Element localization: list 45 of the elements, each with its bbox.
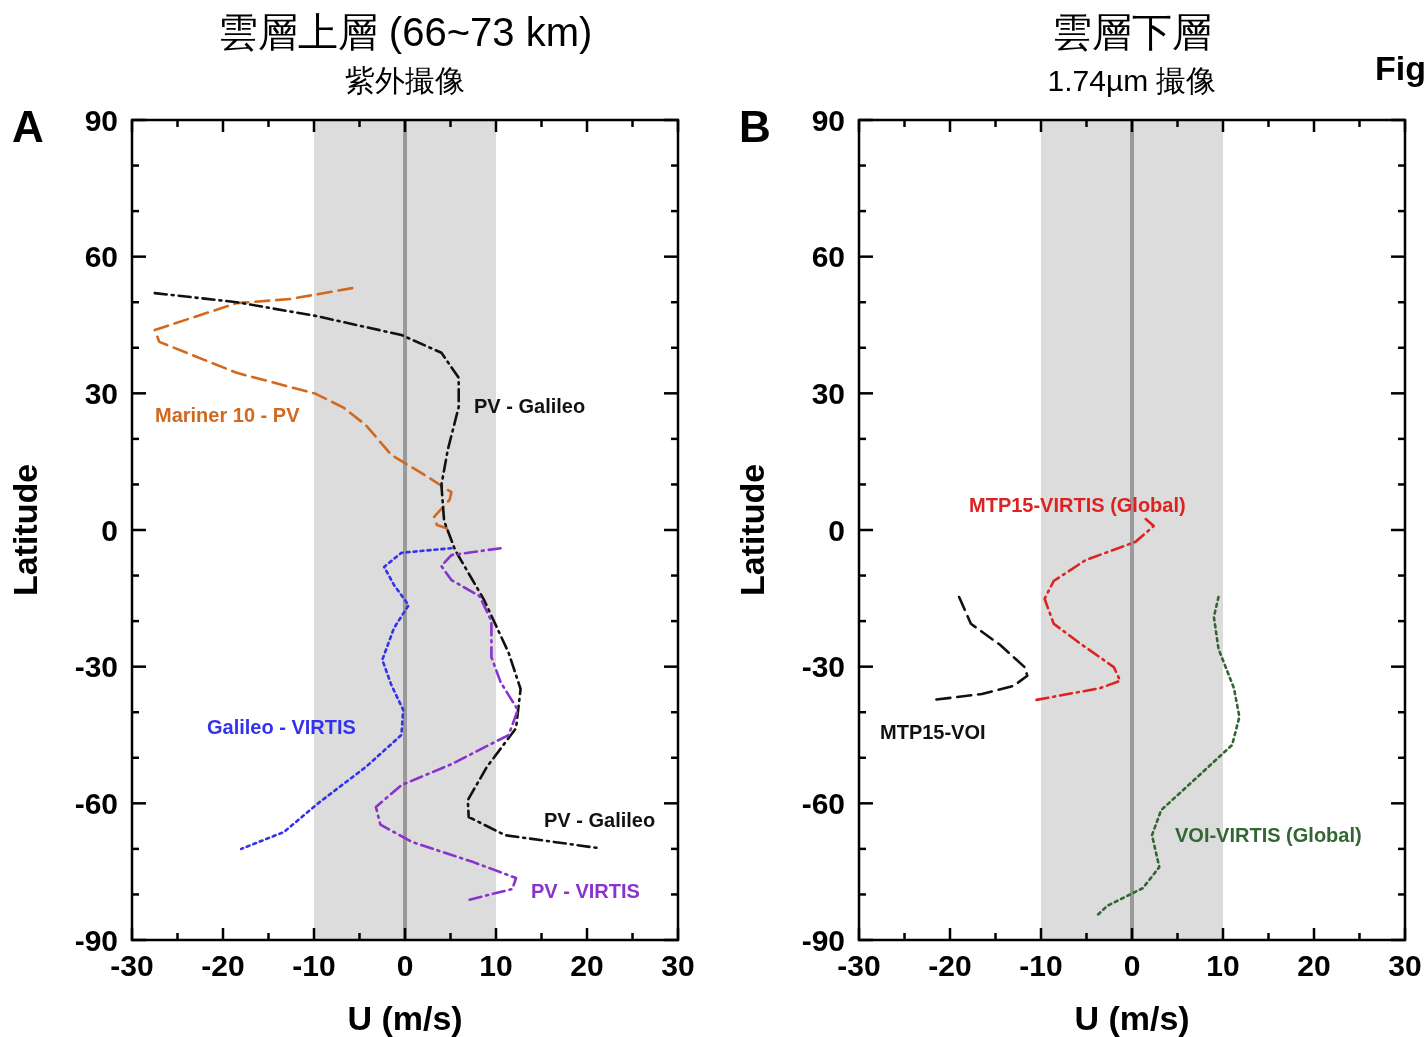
y-tick-label: 30 [84,376,118,410]
y-tick-label: -90 [74,923,118,957]
x-tick-label: 0 [396,949,414,982]
x-tick-label: 0 [1123,949,1141,982]
y-tick-label: -60 [74,786,118,820]
chart-subtitle: 紫外撮像 [345,64,465,97]
y-axis-title: Latitude [733,463,771,597]
series-label: MTP15-VIRTIS (Global) [969,494,1186,516]
chart-title: 雲層下層 [1052,10,1212,54]
y-tick-label: 0 [828,513,845,547]
series-label: PV - Galileo [544,809,656,831]
y-tick-label: -30 [74,650,118,684]
text: Fig [1375,49,1426,87]
y-tick-label: 90 [84,103,118,137]
y-tick-label: 60 [84,240,118,274]
y-axis-title: Latitude [6,463,44,597]
text: A [12,102,44,151]
x-tick-label: 10 [1206,949,1240,982]
x-axis-title: U (m/s) [1074,999,1190,1037]
x-tick-label: -20 [928,949,972,982]
x-tick-label: -10 [1019,949,1063,982]
y-tick-label: -30 [801,650,845,684]
x-tick-label: -20 [201,949,245,982]
x-tick-label: 30 [661,949,695,982]
y-tick-label: 0 [101,513,118,547]
series-label: Mariner 10 - PV [155,404,301,426]
chart-subtitle: 1.74µm 撮像 [1047,64,1217,97]
x-tick-label: -10 [292,949,336,982]
chart-title: 雲層上層 (66~73 km) [217,10,593,54]
y-tick-label: 90 [811,103,845,137]
series-label: MTP15-VOI [880,721,986,743]
y-tick-label: -90 [801,923,845,957]
x-tick-label: 20 [570,949,604,982]
x-tick-label: 20 [1297,949,1331,982]
series-label: VOI-VIRTIS (Global) [1175,824,1362,846]
text: PV - Galileo [474,395,586,417]
series-label: PV - VIRTIS [531,880,640,902]
text: B [739,102,771,151]
y-tick-label: -60 [801,786,845,820]
x-axis-title: U (m/s) [347,999,463,1037]
x-tick-label: 30 [1388,949,1422,982]
y-tick-label: 30 [811,376,845,410]
x-tick-label: 10 [479,949,513,982]
y-tick-label: 60 [811,240,845,274]
series-label: Galileo - VIRTIS [207,716,356,738]
